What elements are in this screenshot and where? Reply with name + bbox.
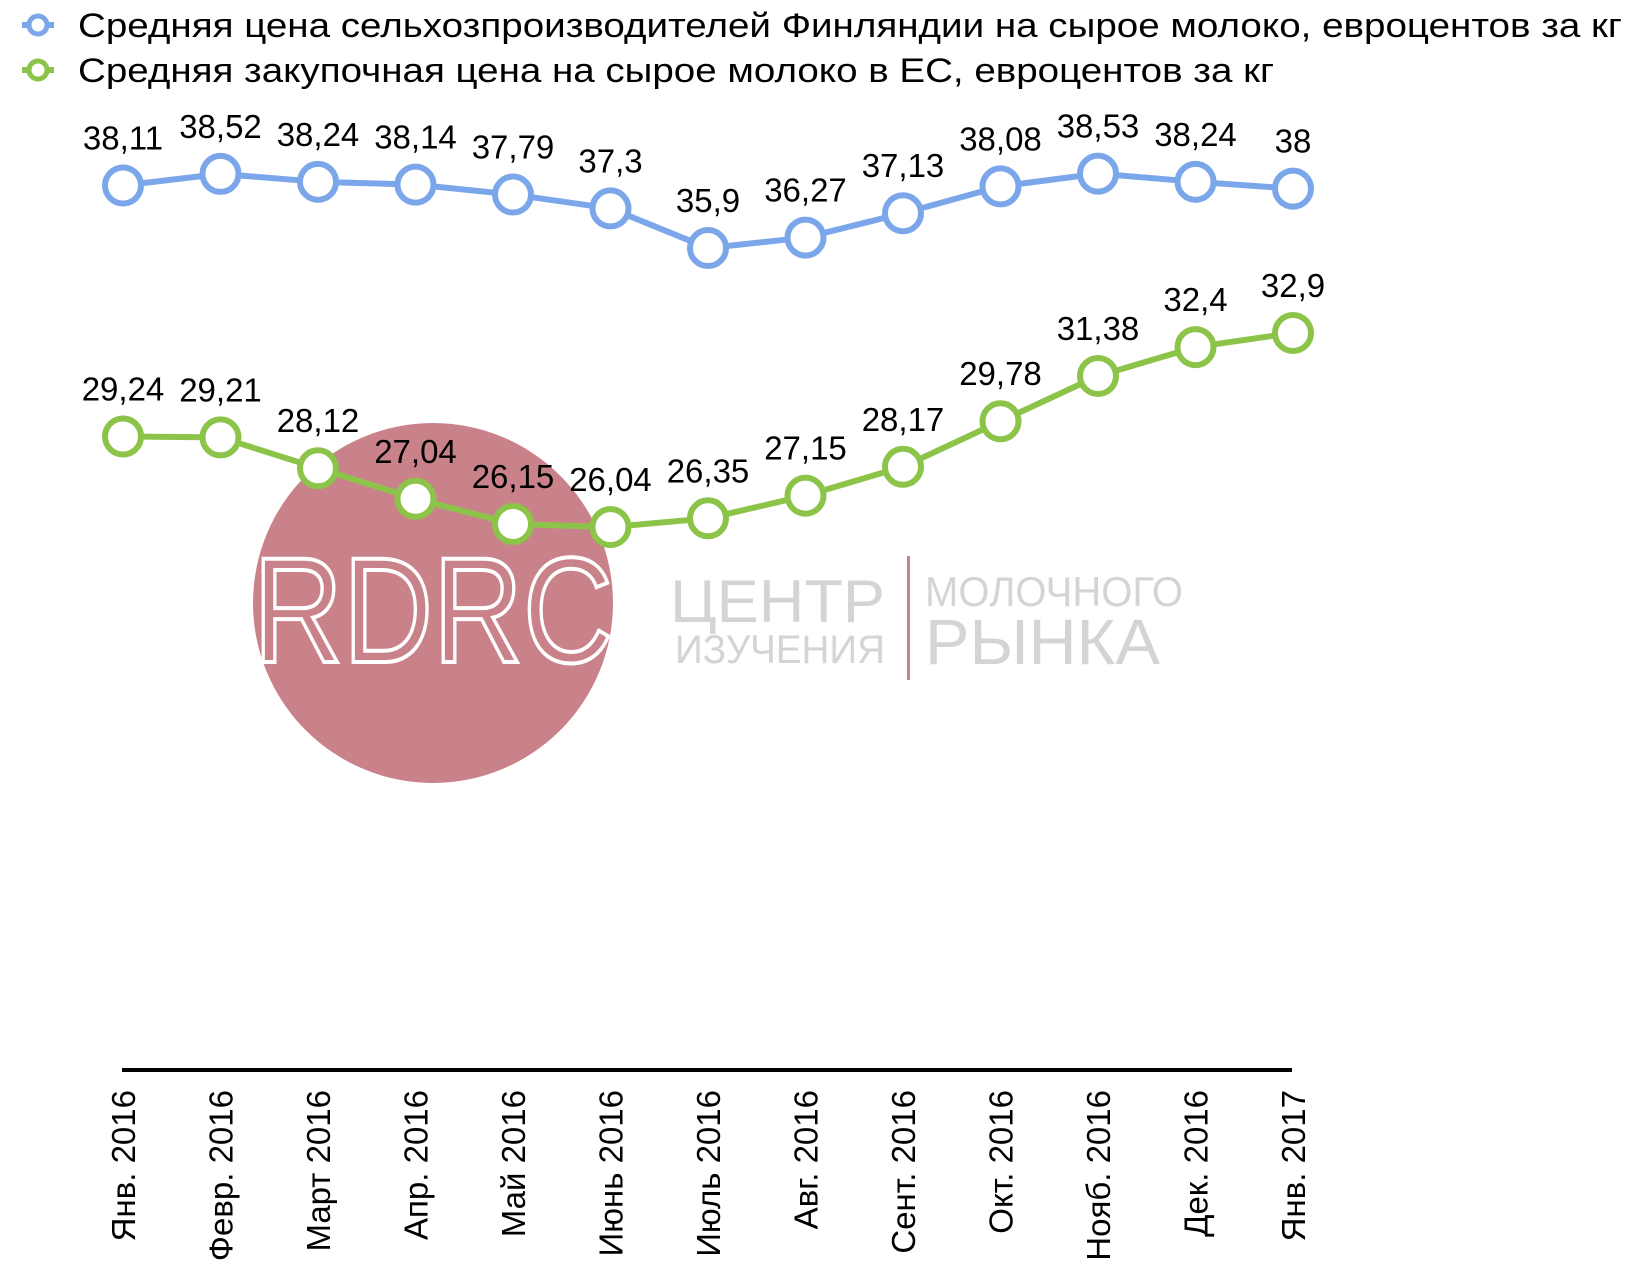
data-label-finland-price: 37,79 [472,129,555,166]
data-point-eu-price [1174,326,1217,369]
watermark-text-line2-right: РЫНКА [925,606,1160,678]
data-label-finland-price: 37,3 [578,142,642,179]
watermark-text-line2-left: ИЗУЧЕНИЯ [675,628,885,672]
data-point-finland-price [784,216,827,259]
data-point-finland-price [1174,160,1217,203]
data-point-eu-price [784,474,827,517]
data-point-eu-price [199,416,242,459]
category-tick-label: Дек. 2016 [1178,1090,1215,1237]
data-label-eu-price: 32,9 [1261,267,1325,304]
data-point-eu-price [102,415,144,458]
legend-item-finland: Средняя цена сельхозпроизводителей Финля… [22,7,1622,45]
data-label-eu-price: 27,15 [764,430,847,467]
data-label-eu-price: 26,15 [472,458,555,495]
series-layer [102,152,1314,549]
data-point-finland-price [394,163,437,206]
data-label-finland-price: 38,14 [374,119,457,156]
data-point-finland-price [589,187,632,230]
category-tick-label: Апр. 2016 [398,1090,435,1240]
data-label-eu-price: 28,12 [277,402,360,439]
legend: Средняя цена сельхозпроизводителей Финля… [22,7,1622,90]
data-label-eu-price: 32,4 [1163,281,1227,318]
category-tick-label: Сент. 2016 [885,1090,922,1254]
data-point-finland-price [687,227,729,270]
data-point-finland-price [492,173,534,216]
legend-item-eu: Средняя закупочная цена на сырое молоко … [22,52,1274,90]
watermark-text-line1-left: ЦЕНТР [670,568,885,635]
data-label-eu-price: 26,04 [569,461,652,498]
data-label-finland-price: 38,53 [1057,108,1140,145]
category-tick-label: Авг. 2016 [788,1090,825,1229]
category-tick-labels: Янв. 2016 Февр. 2016 Март 2016 Апр. 2016 Май… [105,1090,1312,1261]
data-label-finland-price: 38,11 [83,120,163,157]
legend-label-eu: Средняя закупочная цена на сырое молоко … [78,52,1274,90]
data-label-finland-price: 38,08 [959,120,1042,157]
category-tick-label: Февр. 2016 [203,1090,240,1261]
legend-swatch-marker-eu [26,58,50,82]
data-point-eu-price [882,445,924,488]
category-tick-label: Июнь 2016 [593,1090,630,1256]
category-tick-label: Нояб. 2016 [1080,1090,1117,1261]
legend-swatch-marker-finland [26,13,50,37]
data-label-finland-price: 38 [1275,123,1312,160]
category-tick-label: Июль 2016 [690,1090,727,1257]
data-label-finland-price: 36,27 [764,172,847,209]
data-label-eu-price: 29,21 [179,371,262,408]
data-point-eu-price [492,502,534,545]
category-tick-label: Окт. 2016 [983,1090,1020,1234]
data-label-eu-price: 31,38 [1057,310,1140,347]
data-label-finland-price: 37,13 [862,147,945,184]
watermark-logo-text: RDRC [253,526,613,694]
data-point-eu-price [1272,311,1314,354]
category-tick-label: Янв. 2017 [1275,1090,1312,1241]
data-label-eu-price: 28,17 [862,401,945,438]
data-label-finland-price: 35,9 [676,182,740,219]
data-point-eu-price [394,477,437,520]
data-point-eu-price [1077,354,1119,397]
legend-label-finland: Средняя цена сельхозпроизводителей Финля… [78,7,1622,45]
data-point-finland-price [297,160,339,203]
data-label-finland-price: 38,52 [179,108,262,145]
data-point-finland-price [979,165,1022,208]
data-point-eu-price [687,497,729,540]
data-point-finland-price [102,164,144,207]
category-tick-label: Янв. 2016 [105,1090,142,1241]
data-labels-layer: 38,11 38,52 38,24 38,14 37,79 37,3 35,9 36,27 37… [82,108,1325,498]
data-point-finland-price [199,152,242,195]
category-tick-label: Май 2016 [495,1090,532,1237]
data-label-eu-price: 27,04 [374,433,457,470]
data-point-finland-price [1272,167,1314,210]
watermark-text-line1-right: МОЛОЧНОГО [925,568,1183,615]
data-point-eu-price [979,400,1022,443]
data-point-finland-price [882,192,924,235]
category-tick-label: Март 2016 [300,1090,337,1252]
data-label-eu-price: 26,35 [667,452,750,489]
data-label-finland-price: 38,24 [277,116,360,153]
data-label-finland-price: 38,24 [1154,116,1237,153]
watermark-divider [907,556,910,680]
data-label-eu-price: 29,78 [959,355,1042,392]
data-label-eu-price: 29,24 [82,371,165,408]
data-point-eu-price [589,506,632,549]
data-point-eu-price [297,447,339,490]
data-point-finland-price [1077,152,1119,195]
